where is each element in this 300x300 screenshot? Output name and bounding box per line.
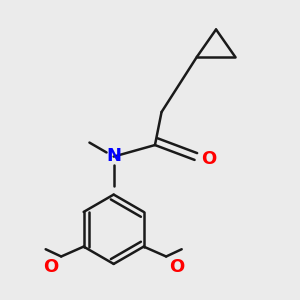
Text: O: O bbox=[169, 258, 184, 276]
Text: O: O bbox=[43, 258, 58, 276]
Text: N: N bbox=[106, 147, 121, 165]
Text: O: O bbox=[201, 150, 216, 168]
